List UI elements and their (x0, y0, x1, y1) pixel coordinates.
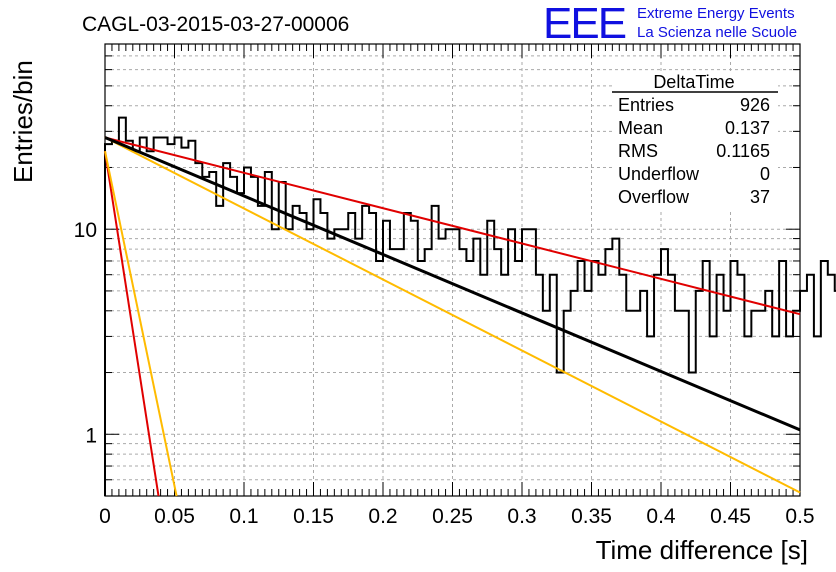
stats-label: Mean (618, 118, 663, 138)
brand-line-1: Extreme Energy Events (637, 5, 795, 22)
x-tick-label: 0.2 (368, 505, 397, 528)
x-tick-label: 0.25 (432, 505, 473, 528)
x-tick-label: 0.5 (785, 505, 814, 528)
x-tick-label: 0.45 (710, 505, 751, 528)
stats-value: 926 (740, 95, 770, 115)
brand-line-2: La Scienza nelle Scuole (637, 24, 798, 41)
x-tick-label: 0.35 (571, 505, 612, 528)
x-tick-label: 0.15 (293, 505, 334, 528)
fit-curve-3 (104, 136, 801, 432)
stats-value: 37 (750, 187, 770, 207)
stats-label: Overflow (618, 187, 690, 207)
x-axis-label: Time difference [s] (595, 535, 808, 565)
y-tick-label: 10 (74, 219, 97, 242)
stats-label: RMS (618, 141, 658, 161)
fit-curve-1 (104, 136, 801, 316)
fit-curve-2 (104, 136, 801, 494)
stats-label: Underflow (618, 164, 700, 184)
x-tick-label: 0.4 (646, 505, 676, 528)
x-tick-label: 0.1 (229, 505, 258, 528)
stats-box (612, 74, 778, 212)
x-tick-label: 0 (99, 505, 111, 528)
stats-box-title: DeltaTime (653, 72, 734, 92)
fit-curve-4 (104, 151, 160, 497)
stats-value: 0.1165 (716, 141, 770, 161)
stats-value: 0.137 (725, 118, 770, 138)
y-axis-label: Entries/bin (8, 60, 38, 183)
chart-title: CAGL-03-2015-03-27-00006 (82, 13, 350, 36)
y-tick-label: 1 (85, 424, 97, 447)
x-tick-label: 0.05 (154, 505, 195, 528)
fit-curve-5 (104, 151, 178, 497)
eee-logo: EEE (543, 0, 627, 48)
x-tick-label: 0.3 (507, 505, 536, 528)
brand-logo-block: EEE Extreme Energy Events La Scienza nel… (543, 2, 833, 46)
stats-label: Entries (618, 95, 674, 115)
stats-value: 0 (760, 164, 770, 184)
